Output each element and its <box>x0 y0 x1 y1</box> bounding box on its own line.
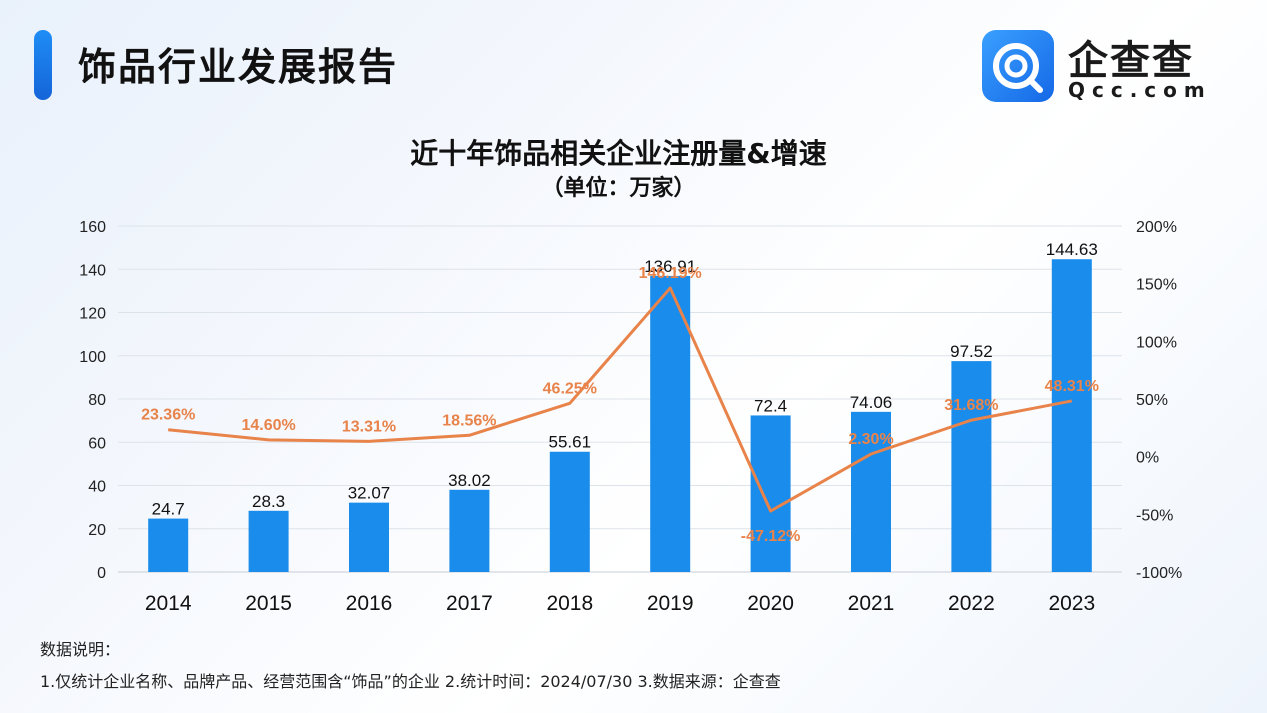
bar <box>1051 259 1092 572</box>
bar-value-label: 97.52 <box>950 342 993 361</box>
bar-value-label: 38.02 <box>448 471 491 490</box>
bar <box>650 275 691 572</box>
y-left-tick-label: 0 <box>97 565 106 582</box>
growth-value-label: 23.36% <box>141 407 195 424</box>
growth-value-label: 46.25% <box>543 380 597 397</box>
growth-value-label: 48.31% <box>1045 378 1099 395</box>
bar-value-label: 144.63 <box>1046 240 1098 259</box>
chart-subtitle: （单位：万家） <box>541 176 696 201</box>
y-left-tick-label: 140 <box>79 262 106 279</box>
y-left-tick-label: 160 <box>79 219 106 236</box>
bar-value-label: 24.7 <box>152 500 185 519</box>
bar <box>248 510 289 572</box>
bar <box>349 502 389 572</box>
x-tick-label: 2023 <box>1048 592 1095 615</box>
bar-value-label: 74.06 <box>850 393 893 412</box>
x-tick-label: 2019 <box>647 592 694 615</box>
notes-heading: 数据说明： <box>40 640 121 659</box>
x-tick-label: 2020 <box>747 592 794 615</box>
growth-value-label: 18.56% <box>442 412 496 429</box>
growth-line <box>168 286 1073 513</box>
growth-value-label: -47.12% <box>741 528 801 545</box>
y-right-tick-label: 100% <box>1136 334 1177 351</box>
bar <box>851 411 891 572</box>
growth-value-label: 146.19% <box>639 265 702 282</box>
x-tick-label: 2018 <box>546 592 593 615</box>
growth-value-label: 31.68% <box>944 397 998 414</box>
qcc-logo: 企查查 Qcc.com <box>982 28 1232 104</box>
y-left-tick-label: 20 <box>88 522 106 539</box>
bar <box>549 451 590 572</box>
x-tick-label: 2014 <box>145 592 192 615</box>
bar <box>449 489 490 572</box>
bar <box>951 361 992 572</box>
bar-value-label: 55.61 <box>549 433 592 452</box>
page-title: 饰品行业发展报告 <box>78 45 399 89</box>
y-left-tick-label: 60 <box>88 435 106 452</box>
notes-body: 1.仅统计企业名称、品牌产品、经营范围含“饰品”的企业 2.统计时间：2024/… <box>40 672 781 691</box>
y-left-tick-label: 80 <box>88 392 106 409</box>
bar-value-label: 72.4 <box>754 396 787 415</box>
qcc-logo-icon <box>982 30 1054 102</box>
y-left-tick-label: 100 <box>79 349 106 366</box>
x-tick-label: 2022 <box>948 592 995 615</box>
x-tick-label: 2021 <box>848 592 895 615</box>
y-left-tick-label: 40 <box>88 479 106 496</box>
bar <box>148 518 189 572</box>
bar-value-label: 32.07 <box>348 484 391 503</box>
x-tick-label: 2015 <box>245 592 292 615</box>
y-right-tick-label: -50% <box>1136 507 1173 524</box>
bar-value-label: 136.91 <box>644 257 696 276</box>
y-right-tick-label: -100% <box>1136 565 1182 582</box>
chart-title: 近十年饰品相关企业注册量&增速 <box>410 137 827 170</box>
x-tick-label: 2016 <box>346 592 393 615</box>
y-right-tick-label: 0% <box>1136 450 1159 467</box>
logo-domain: Qcc.com <box>1068 78 1212 102</box>
title-accent-bar <box>34 30 52 100</box>
growth-value-label: 2.30% <box>848 431 893 448</box>
y-right-tick-label: 150% <box>1136 277 1177 294</box>
growth-value-label: 13.31% <box>342 418 396 435</box>
logo-name: 企查查 <box>1068 38 1194 84</box>
y-right-tick-label: 200% <box>1136 219 1177 236</box>
x-tick-label: 2017 <box>446 592 493 615</box>
bar <box>750 415 791 572</box>
bar-value-label: 28.3 <box>252 492 285 511</box>
y-left-tick-label: 120 <box>79 306 106 323</box>
y-right-tick-label: 50% <box>1136 392 1168 409</box>
growth-value-label: 14.60% <box>241 417 295 434</box>
